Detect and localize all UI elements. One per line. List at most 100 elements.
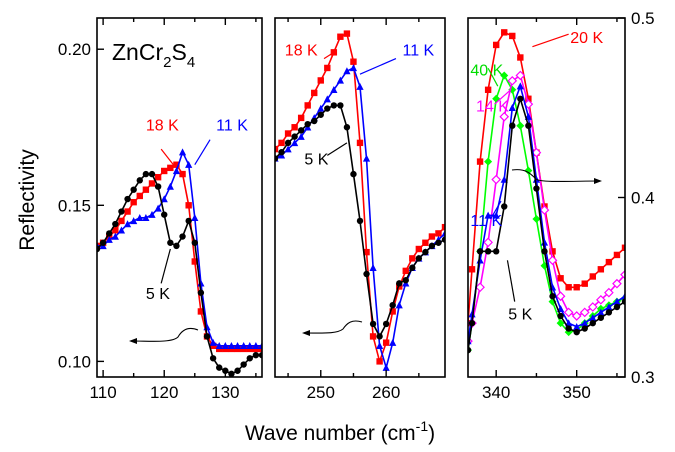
data-point-5k (278, 149, 285, 156)
data-point-14k (612, 278, 622, 289)
data-point-20k (565, 284, 572, 291)
data-point-11k (246, 341, 254, 349)
data-point-11k (209, 338, 217, 346)
x-tick-label: 130 (211, 383, 239, 402)
data-point-18k (337, 33, 344, 40)
series-label: 11 K (216, 117, 248, 134)
data-point-11k (197, 279, 205, 287)
data-point-20k (597, 266, 605, 273)
data-point-18k (130, 198, 137, 206)
data-point-5k (468, 319, 476, 327)
panels-layer: 18 K 11 K 5 K 110 120 130 0.10 0.15 0.20 18 K 11 K… (58, 9, 655, 402)
data-point-11k (240, 341, 248, 349)
data-point-18k (409, 255, 416, 262)
data-point-5k (509, 122, 516, 129)
data-point-14k (571, 311, 582, 321)
data-point-18k (297, 114, 305, 122)
label-leader-line (326, 142, 348, 156)
data-point-20k (621, 244, 625, 251)
series-label: 20 K (570, 30, 603, 47)
arrow-right-panel-head (594, 178, 602, 184)
data-point-18k (435, 230, 442, 237)
data-point-11k (441, 229, 445, 237)
panel-frame (96, 17, 263, 378)
data-point-20k (484, 86, 492, 93)
data-point-5k (565, 325, 572, 332)
data-point-20k (492, 41, 500, 49)
label-leader-line (359, 58, 397, 75)
data-point-5k (501, 203, 508, 210)
data-point-18k (428, 233, 436, 240)
label-leader-line (160, 248, 171, 284)
panel-frame (274, 17, 446, 378)
label-leader-line (487, 67, 499, 87)
label-leader-line (532, 33, 569, 48)
data-point-5k (130, 186, 137, 193)
data-point-11k (142, 213, 150, 221)
data-point-14k (604, 287, 614, 298)
formula-sub-2: 4 (187, 54, 195, 71)
data-point-18k (376, 358, 383, 365)
data-point-5k (549, 293, 556, 300)
data-point-5k (167, 239, 174, 246)
data-point-5k (422, 248, 429, 256)
arrow-left-panel-head (129, 338, 137, 344)
x-tick-label: 120 (150, 383, 178, 402)
y-axis-label: Reflectivity (16, 149, 39, 251)
data-point-5k (297, 127, 305, 134)
data-point-11k (317, 104, 325, 112)
data-point-11k (297, 132, 305, 140)
data-point-14k (620, 269, 625, 280)
arrow-middle-panel-head (302, 330, 310, 336)
data-point-5k (99, 239, 107, 246)
data-point-20k (573, 284, 580, 291)
x-tick-label: 250 (307, 383, 335, 402)
y-tick-label-right: 0.4 (631, 189, 655, 208)
data-point-20k (468, 266, 476, 273)
data-point-5k (118, 208, 125, 215)
data-point-11k (284, 145, 292, 153)
data-point-11k (581, 319, 589, 327)
data-point-18k (422, 239, 429, 246)
data-point-18k (389, 308, 396, 315)
data-point-11k (123, 220, 132, 228)
data-point-5k (557, 312, 564, 320)
data-point-18k (350, 58, 357, 65)
data-point-18k (118, 217, 125, 225)
data-point-5k (173, 242, 180, 250)
data-point-20k (613, 251, 621, 259)
data-point-14k (491, 174, 502, 185)
x-axis-label: Wave number (cm-1) (245, 418, 435, 445)
data-point-11k (492, 211, 500, 219)
panel-1-series (97, 148, 262, 377)
data-point-11k (105, 235, 113, 243)
series-line-11k (97, 150, 262, 347)
data-point-18k (112, 227, 119, 234)
series-label: 18 K (146, 117, 179, 134)
series-line-5k (97, 173, 262, 375)
data-point-5k (389, 302, 396, 309)
label-leader-line (490, 200, 502, 220)
data-point-11k (343, 67, 351, 75)
data-point-5k (240, 361, 247, 368)
data-point-5k (246, 355, 253, 362)
data-point-11k (330, 86, 338, 93)
x-tick-label: 340 (482, 383, 510, 402)
formula-mid: S (171, 39, 186, 65)
arrow-left-panel-curve (132, 327, 199, 342)
data-point-40k (532, 215, 541, 224)
data-point-5k (234, 367, 241, 374)
data-point-18k (304, 102, 311, 109)
data-point-5k (605, 309, 613, 316)
data-point-5k (363, 270, 370, 278)
data-point-20k (589, 273, 596, 280)
data-point-40k (556, 319, 565, 328)
data-point-5k (589, 319, 596, 327)
data-point-11k (130, 217, 138, 225)
data-point-11k (349, 64, 358, 72)
data-point-5k (484, 248, 492, 255)
data-point-11k (227, 341, 236, 349)
data-point-40k (484, 157, 493, 166)
data-point-5k (311, 117, 318, 125)
panel-3-series (468, 29, 625, 355)
